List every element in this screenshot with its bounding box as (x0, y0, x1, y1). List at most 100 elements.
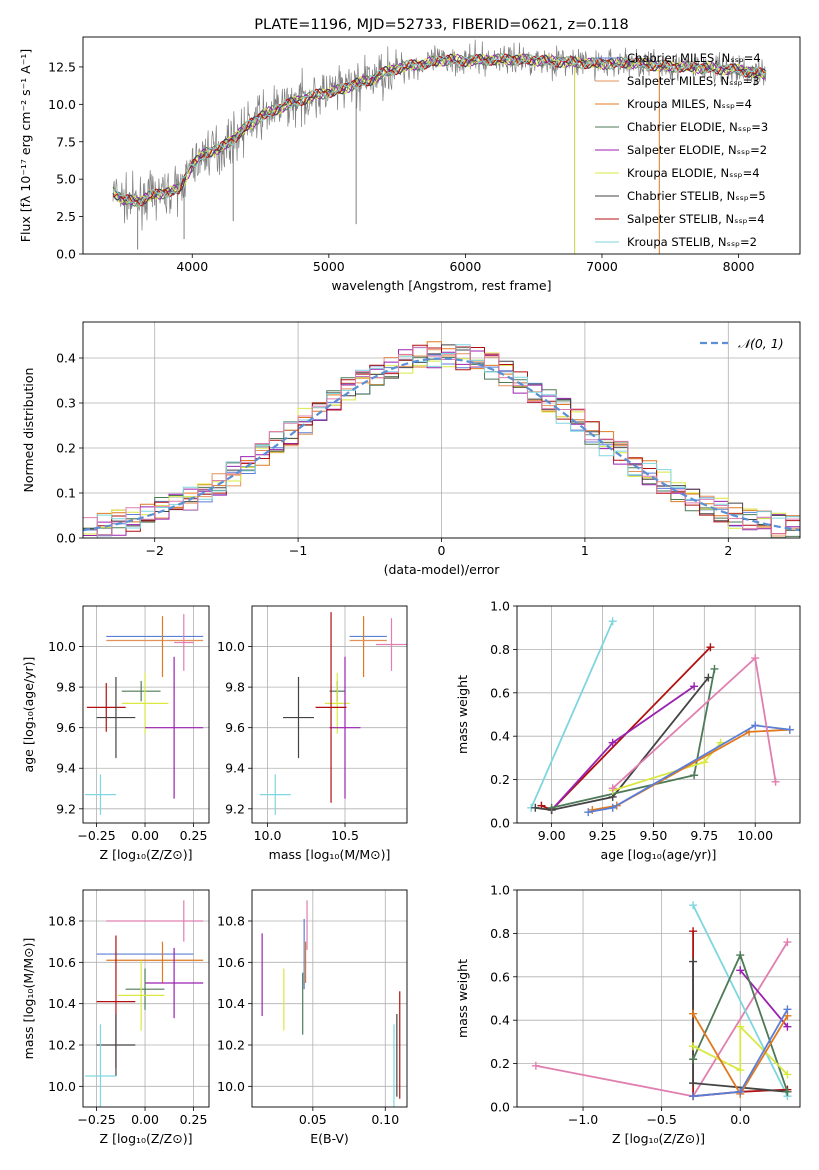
point-marker (689, 957, 698, 966)
y-tick-label: 5.0 (56, 172, 76, 187)
y-tick-label: 10.0 (217, 639, 245, 654)
y-tick-label: 0.0 (56, 247, 76, 262)
x-axis-label: E(B-V) (310, 1131, 349, 1146)
y-tick-label: 7.5 (56, 134, 76, 149)
point-marker (783, 1087, 792, 1096)
y-tick-label: 0.0 (490, 1100, 510, 1115)
plot-area (531, 901, 792, 1101)
x-axis-label: Z [log₁₀(Z/Z⊙)] (612, 1131, 705, 1146)
x-axis-label: wavelength [Angstrom, rest frame] (331, 278, 551, 293)
legend-entry: Kroupa STELIB, Nₛₛₚ=2 (627, 235, 757, 249)
y-tick-label: 10.0 (48, 639, 76, 654)
residual-histogram (83, 344, 800, 538)
point-marker (531, 1061, 540, 1070)
point-marker (689, 927, 698, 936)
point-marker (783, 1005, 792, 1014)
series-line (535, 677, 710, 811)
residual-histogram (83, 346, 800, 536)
axes-frame (82, 36, 801, 255)
chart-spectrum: 4000 5000 6000 7000 8000 0.0 2.5 5.0 7.5 10.0 12.5… (18, 17, 801, 293)
x-axis-label: mass [log₁₀(M/M⊙)] (269, 847, 391, 862)
chart-weight-age: 9.00 9.25 9.50 9.75 10.00 0.0 0.2 0.4 0.6 0.8 1.0 a… (455, 599, 801, 862)
point-marker (547, 803, 556, 812)
x-tick-label: −1 (289, 543, 307, 558)
y-tick-label: 9.2 (56, 801, 76, 816)
x-tick-label: 0.05 (299, 1112, 327, 1127)
point-marker (751, 721, 760, 730)
point-marker (689, 1042, 698, 1051)
y-axis-label: mass [log₁₀(M/M⊙)] (21, 938, 36, 1060)
axes-frame (82, 321, 801, 539)
x-tick-label: −0.25 (77, 828, 115, 843)
chart-mass-ebv: 0.05 0.10 10.0 10.2 10.4 10.6 10.8 E(B-V) (217, 889, 408, 1146)
y-tick-label: 10.2 (48, 1038, 76, 1053)
point-marker (531, 803, 540, 812)
y-tick-label: 9.6 (56, 720, 76, 735)
point-marker (700, 758, 709, 767)
y-tick-label: 9.8 (225, 680, 245, 695)
y-tick-label: 2.5 (56, 209, 76, 224)
x-tick-label: 0.25 (180, 1112, 208, 1127)
series-line (739, 969, 789, 1028)
x-tick-label: 8000 (723, 259, 755, 274)
y-tick-label: 9.4 (56, 761, 76, 776)
legend-entry: Chabrier MILES, Nₛₛₚ=4 (627, 51, 761, 65)
x-axis-label: (data-model)/error (384, 562, 501, 577)
y-axis-label: mass weight (455, 959, 470, 1038)
point-marker (736, 1087, 745, 1096)
x-axis-label: Z [log₁₀(Z/Z⊙)] (100, 1131, 193, 1146)
axes-frame (82, 889, 210, 1108)
y-tick-label: 10.4 (217, 996, 245, 1011)
x-tick-label: 9.75 (690, 828, 718, 843)
x-tick-label: 4000 (176, 259, 208, 274)
y-tick-label: 9.4 (225, 761, 245, 776)
point-marker (736, 951, 745, 960)
x-tick-label: 0.0 (730, 1112, 750, 1127)
legend-entry: 𝒩(0, 1) (738, 336, 784, 351)
chart-residuals: −2 −1 0 1 2 0.0 0.1 0.2 0.3 0.4 (data-model)/error… (21, 321, 801, 577)
x-tick-label: 10.5 (331, 828, 359, 843)
y-axis-label: mass weight (455, 675, 470, 754)
point-marker (588, 805, 597, 814)
y-tick-label: 0.6 (490, 685, 510, 700)
point-marker (689, 1055, 698, 1064)
x-tick-label: 6000 (449, 259, 481, 274)
y-axis-label: Normed distribution (21, 368, 36, 493)
point-marker (783, 1070, 792, 1079)
legend-entry: Kroupa MILES, Nₛₛₚ=4 (627, 97, 752, 111)
model-spectrum (112, 53, 766, 206)
y-tick-label: 0.2 (490, 1056, 510, 1071)
x-axis-label: Z [log₁₀(Z/Z⊙)] (100, 847, 193, 862)
point-marker (785, 725, 794, 734)
x-tick-label: −0.5 (646, 1112, 676, 1127)
point-marker (771, 777, 780, 786)
point-marker (736, 966, 745, 975)
chart-age-Z: −0.25 0.00 0.25 9.2 9.4 9.6 9.8 10.0 Z [log₁₀(Z/… (21, 605, 210, 862)
residual-histogram (83, 344, 800, 536)
y-tick-label: 10.6 (48, 955, 76, 970)
plot-area (112, 39, 767, 254)
axes-frame (251, 889, 408, 1108)
x-tick-label: 10.00 (737, 828, 773, 843)
point-marker (704, 673, 713, 682)
x-axis-label: age [log₁₀(age/yr)] (601, 847, 717, 862)
point-marker (706, 643, 715, 652)
y-tick-label: 9.2 (225, 801, 245, 816)
point-marker (608, 738, 617, 747)
legend-entry: Chabrier ELODIE, Nₛₛₚ=3 (627, 120, 768, 134)
y-tick-label: 10.8 (217, 914, 245, 929)
plot-area (84, 614, 204, 815)
y-tick-label: 9.8 (56, 680, 76, 695)
y-tick-label: 10.0 (48, 1079, 76, 1094)
y-tick-label: 10.4 (48, 996, 76, 1011)
axes-frame (82, 605, 210, 824)
x-tick-label: 0 (438, 543, 446, 558)
y-tick-label: 0.1 (56, 486, 76, 501)
y-tick-label: 10.0 (217, 1079, 245, 1094)
legend-entry: Chabrier STELIB, Nₛₛₚ=5 (627, 189, 766, 203)
point-marker (608, 617, 617, 626)
y-tick-label: 0.8 (490, 642, 510, 657)
plot-area (527, 617, 794, 817)
series-line (592, 728, 790, 811)
